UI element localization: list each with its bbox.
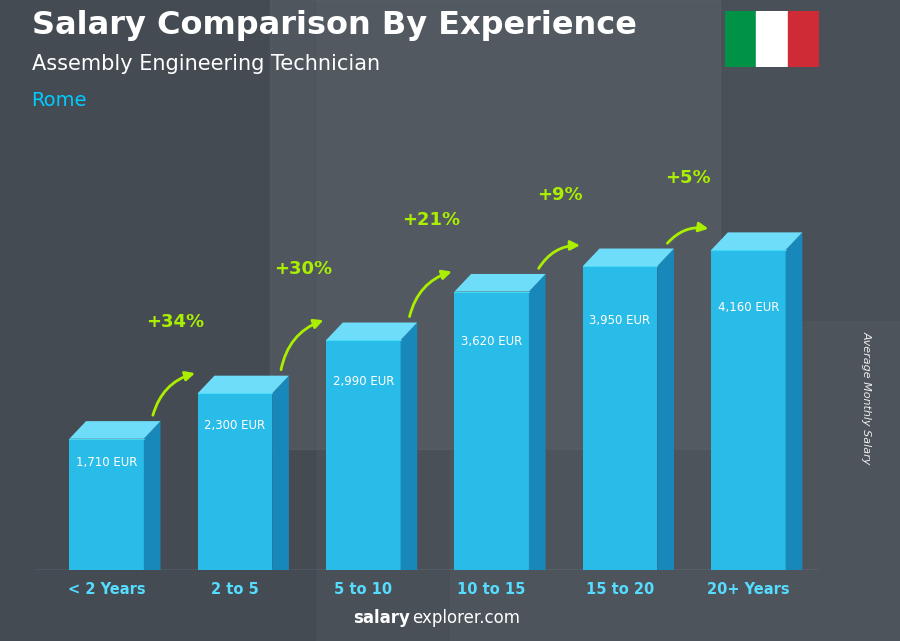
Text: Average Monthly Salary: Average Monthly Salary — [861, 331, 872, 464]
Text: +21%: +21% — [402, 211, 461, 229]
Bar — [724, 11, 756, 67]
Polygon shape — [711, 250, 786, 570]
Polygon shape — [272, 376, 289, 570]
Text: Assembly Engineering Technician: Assembly Engineering Technician — [32, 54, 380, 74]
Polygon shape — [657, 249, 674, 570]
Text: +9%: +9% — [537, 186, 583, 204]
Polygon shape — [454, 274, 545, 292]
Polygon shape — [326, 322, 418, 340]
Text: 2,990 EUR: 2,990 EUR — [333, 375, 394, 388]
Text: salary: salary — [353, 609, 410, 627]
Text: 2,300 EUR: 2,300 EUR — [204, 419, 266, 431]
Text: Salary Comparison By Experience: Salary Comparison By Experience — [32, 10, 636, 40]
Polygon shape — [400, 322, 418, 570]
Polygon shape — [583, 249, 674, 266]
Polygon shape — [69, 438, 144, 570]
Text: 4,160 EUR: 4,160 EUR — [717, 301, 779, 314]
Text: +5%: +5% — [666, 169, 711, 187]
Bar — [788, 11, 819, 67]
Polygon shape — [711, 233, 802, 250]
Polygon shape — [786, 233, 802, 570]
Text: 3,950 EUR: 3,950 EUR — [590, 315, 651, 328]
Polygon shape — [583, 266, 657, 570]
Text: Rome: Rome — [32, 91, 87, 110]
Polygon shape — [529, 274, 545, 570]
Polygon shape — [144, 421, 160, 570]
Polygon shape — [198, 394, 272, 570]
Text: +30%: +30% — [274, 260, 332, 278]
Text: +34%: +34% — [146, 313, 204, 331]
Text: 1,710 EUR: 1,710 EUR — [76, 456, 138, 469]
Polygon shape — [326, 340, 400, 570]
Text: explorer.com: explorer.com — [412, 609, 520, 627]
Bar — [0, 0, 315, 641]
Polygon shape — [454, 292, 529, 570]
Bar — [450, 320, 900, 641]
Bar — [756, 11, 788, 67]
Polygon shape — [198, 376, 289, 394]
Text: 3,620 EUR: 3,620 EUR — [461, 335, 522, 348]
Polygon shape — [69, 421, 160, 438]
Bar — [270, 0, 720, 449]
